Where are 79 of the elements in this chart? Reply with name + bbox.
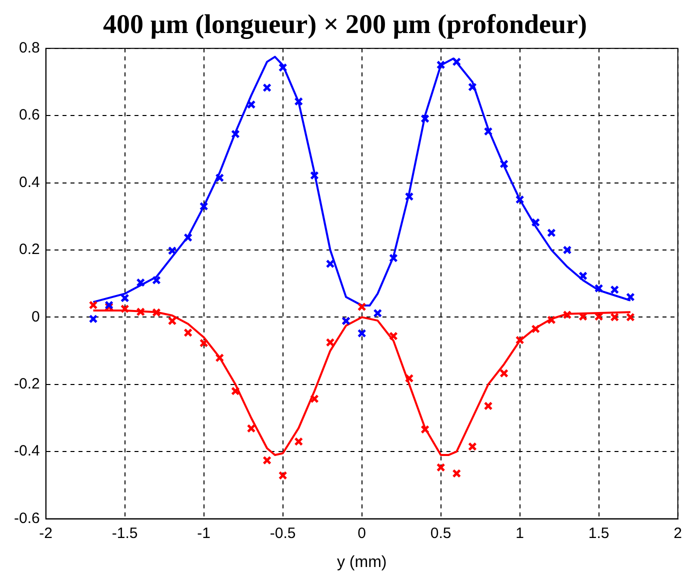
x-tick-label: 1 (516, 524, 524, 542)
y-tick-label: -0.2 (14, 376, 40, 393)
point (310, 394, 319, 404)
point (262, 456, 272, 465)
point (515, 336, 524, 344)
x-tick-label: 0.5 (430, 524, 452, 542)
x-axis-title: y (mm) (336, 554, 387, 571)
point (120, 294, 130, 302)
point (436, 60, 446, 70)
point (547, 315, 556, 324)
x-tick-label: 0 (358, 524, 366, 542)
point (310, 170, 319, 180)
point (389, 254, 398, 262)
x-tick-label: 2 (674, 524, 682, 542)
point (594, 284, 604, 293)
point (136, 278, 146, 288)
point (452, 57, 462, 66)
point (215, 173, 224, 182)
point (136, 307, 146, 316)
point (373, 308, 382, 318)
point (184, 233, 192, 242)
chart-title: 400 µm (longueur) × 200 µm (profondeur) (103, 9, 587, 40)
point (436, 462, 446, 472)
point (246, 100, 256, 109)
point (610, 312, 620, 322)
x-tick-label: 1.5 (588, 524, 610, 542)
point (531, 218, 540, 227)
point (262, 83, 272, 92)
x-tick-label: -0.5 (270, 524, 296, 542)
y-tick-label: 0.6 (18, 106, 40, 124)
point (88, 314, 98, 324)
x-tick-label: -2 (39, 524, 53, 542)
point (278, 63, 288, 72)
point (500, 368, 508, 378)
point (357, 302, 366, 312)
point (294, 437, 304, 446)
point (152, 276, 161, 285)
y-tick-label: 0.8 (18, 40, 40, 57)
point (231, 386, 240, 396)
point (326, 338, 335, 347)
y-tick-label: 0.2 (18, 241, 40, 258)
point (531, 324, 540, 334)
point (420, 424, 430, 434)
point (152, 308, 161, 317)
point (326, 259, 335, 268)
point (484, 401, 493, 410)
point (357, 328, 366, 338)
point (468, 82, 477, 92)
x-tick-label: -1.5 (112, 524, 138, 542)
point (215, 353, 224, 362)
point (168, 316, 177, 326)
point (500, 160, 508, 168)
point (562, 246, 572, 254)
point (246, 424, 256, 433)
point (389, 332, 398, 340)
point (120, 304, 130, 314)
point (468, 442, 477, 451)
point (562, 310, 572, 320)
point (184, 328, 192, 338)
point (610, 285, 620, 294)
point (199, 202, 208, 211)
point (278, 471, 288, 480)
point (452, 469, 462, 478)
point (484, 126, 493, 136)
point (294, 97, 304, 106)
point (578, 271, 588, 280)
y-tick-label: -0.6 (14, 510, 40, 527)
x-tick-label: -1 (197, 524, 211, 542)
y-tick-label: 0.4 (18, 174, 40, 191)
point (515, 195, 524, 204)
point (231, 130, 240, 139)
point (547, 228, 556, 238)
point (420, 114, 430, 124)
point (168, 246, 177, 256)
point (404, 374, 414, 383)
point (199, 338, 208, 348)
point (404, 192, 414, 202)
y-tick-label: -0.4 (14, 442, 40, 460)
y-tick-label: 0 (32, 308, 40, 326)
